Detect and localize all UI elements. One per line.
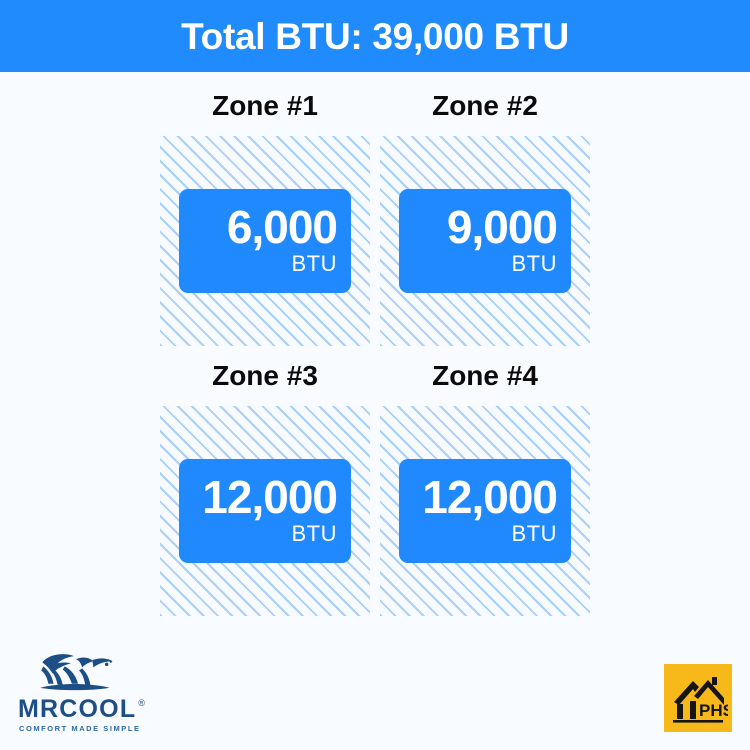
- brand-wordmark: MRCOOL ®: [18, 694, 148, 723]
- btu-value: 12,000: [202, 471, 338, 524]
- registered-mark-icon: ®: [138, 697, 145, 708]
- zone-label: Zone #2: [432, 90, 538, 121]
- brand-name: MRCOOL: [18, 694, 137, 723]
- btu-unit: BTU: [511, 520, 557, 546]
- zone-grid: Zone #1 6,000 BTU Zone #2 9,000 BTU Zone…: [160, 92, 590, 618]
- header-bar: Total BTU: 39,000 BTU: [0, 0, 750, 72]
- btu-value: 6,000: [226, 201, 338, 254]
- btu-badge: 12,000 BTU: [399, 459, 571, 563]
- btu-badge: 9,000 BTU: [399, 189, 571, 293]
- btu-badge: 12,000 BTU: [179, 459, 351, 563]
- brand-logo: MRCOOL ® COMFORT MADE SIMPLE: [18, 649, 148, 733]
- partner-logo-text: PHS: [699, 701, 728, 720]
- zone-card: Zone #3 12,000 BTU: [160, 362, 370, 618]
- btu-unit: BTU: [511, 250, 557, 276]
- zone-hatch-panel: 12,000 BTU: [160, 406, 370, 616]
- btu-value: 12,000: [422, 471, 558, 524]
- zone-label: Zone #3: [212, 360, 318, 391]
- house-roof-icon: PHS: [673, 677, 728, 723]
- zone-label: Zone #1: [212, 90, 318, 121]
- btu-unit: BTU: [291, 520, 337, 546]
- btu-unit: BTU: [291, 250, 337, 276]
- btu-value: 9,000: [446, 201, 558, 254]
- zone-card: Zone #4 12,000 BTU: [380, 362, 590, 618]
- zone-label: Zone #4: [432, 360, 538, 391]
- zone-hatch-panel: 6,000 BTU: [160, 136, 370, 346]
- page-title: Total BTU: 39,000 BTU: [181, 15, 569, 57]
- zone-card: Zone #1 6,000 BTU: [160, 92, 370, 348]
- polar-bear-icon: [40, 653, 113, 690]
- zone-hatch-panel: 12,000 BTU: [380, 406, 590, 616]
- btu-badge: 6,000 BTU: [179, 189, 351, 293]
- zone-card: Zone #2 9,000 BTU: [380, 92, 590, 348]
- zone-hatch-panel: 9,000 BTU: [380, 136, 590, 346]
- brand-tagline: COMFORT MADE SIMPLE: [19, 723, 141, 733]
- partner-logo: PHS: [664, 664, 732, 732]
